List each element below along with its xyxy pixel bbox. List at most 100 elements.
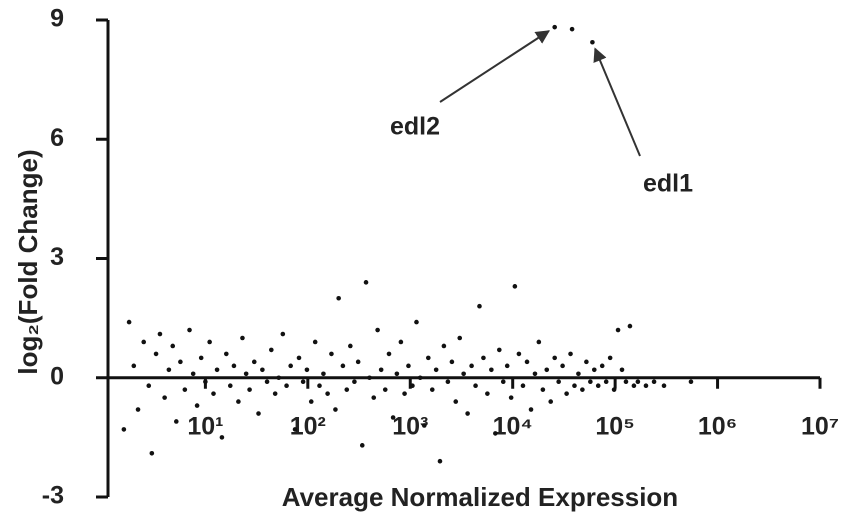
data-point xyxy=(406,363,411,369)
data-point xyxy=(219,435,225,440)
data-point xyxy=(224,351,229,357)
data-point xyxy=(269,347,274,353)
data-point xyxy=(280,331,286,337)
data-point xyxy=(504,363,510,369)
data-point xyxy=(375,327,380,333)
data-point xyxy=(367,375,372,381)
data-point xyxy=(417,375,423,381)
data-point xyxy=(211,391,216,396)
data-point xyxy=(308,399,314,404)
data-point xyxy=(437,458,443,464)
data-point xyxy=(461,371,466,377)
data-point xyxy=(264,379,270,385)
data-point xyxy=(352,379,357,385)
data-point xyxy=(243,371,249,377)
data-point xyxy=(300,379,306,385)
data-point xyxy=(508,395,514,400)
data-point xyxy=(532,371,538,377)
data-point xyxy=(402,391,407,396)
data-point xyxy=(421,423,427,428)
data-point xyxy=(591,367,597,373)
data-point xyxy=(121,427,127,432)
data-point xyxy=(240,335,245,341)
data-point xyxy=(190,371,196,377)
data-point xyxy=(500,379,506,385)
data-point xyxy=(321,371,326,377)
data-point xyxy=(552,24,557,30)
data-point xyxy=(631,383,637,389)
data-point xyxy=(236,399,241,404)
data-point xyxy=(203,379,208,385)
data-point xyxy=(390,415,396,420)
data-point xyxy=(590,39,595,45)
data-point xyxy=(449,359,455,365)
data-point xyxy=(304,367,310,373)
data-point xyxy=(564,391,569,396)
data-point xyxy=(355,359,361,365)
data-point xyxy=(194,403,200,408)
data-point xyxy=(292,427,298,432)
data-point xyxy=(623,379,629,385)
data-point xyxy=(661,383,667,389)
data-point xyxy=(635,379,641,385)
y-tick-label: 6 xyxy=(50,124,64,152)
data-point xyxy=(552,355,557,361)
x-tick-label: 10¹ xyxy=(187,412,223,440)
data-point xyxy=(312,339,318,345)
data-point xyxy=(157,331,163,337)
data-point xyxy=(170,343,176,349)
data-point xyxy=(329,351,334,357)
data-point xyxy=(445,379,451,385)
data-point xyxy=(556,379,561,385)
data-point xyxy=(162,395,167,400)
data-point xyxy=(348,343,353,349)
data-point xyxy=(576,371,581,377)
data-point xyxy=(520,383,526,389)
x-axis-title: Average Normalized Expression xyxy=(282,482,678,512)
data-point xyxy=(141,339,147,345)
data-point xyxy=(560,363,565,369)
data-point xyxy=(469,363,474,369)
data-point xyxy=(457,335,463,341)
data-point xyxy=(481,355,486,361)
data-point xyxy=(611,387,617,392)
data-point xyxy=(588,379,593,385)
data-point xyxy=(465,411,470,416)
data-point xyxy=(231,363,237,369)
data-point xyxy=(544,367,550,373)
data-point xyxy=(182,387,188,392)
data-point xyxy=(615,327,621,333)
data-point xyxy=(386,351,392,357)
y-axis-title: log₂(Fold Change) xyxy=(13,149,43,374)
x-tick-label: 10⁴ xyxy=(493,412,533,440)
data-point xyxy=(382,387,388,392)
data-point xyxy=(425,355,431,361)
data-point xyxy=(595,383,601,389)
data-point xyxy=(174,419,179,424)
data-point xyxy=(643,383,649,389)
data-point xyxy=(516,351,522,357)
data-point xyxy=(284,383,289,389)
data-point xyxy=(247,387,252,392)
data-point xyxy=(528,407,534,412)
data-point xyxy=(227,383,233,389)
annotation-label: edl1 xyxy=(643,170,693,198)
data-point xyxy=(153,351,159,357)
y-tick-label: 9 xyxy=(50,5,64,33)
data-point xyxy=(340,363,346,369)
data-point xyxy=(568,351,573,357)
data-point xyxy=(149,450,155,456)
data-point xyxy=(260,367,265,373)
data-point xyxy=(524,359,530,365)
data-point xyxy=(198,355,204,361)
data-point xyxy=(256,411,261,416)
data-point xyxy=(603,379,609,385)
data-point xyxy=(214,367,220,373)
data-point xyxy=(378,367,384,373)
data-point xyxy=(477,303,482,309)
data-point xyxy=(398,339,404,345)
data-point xyxy=(536,339,542,345)
data-point xyxy=(288,363,293,369)
